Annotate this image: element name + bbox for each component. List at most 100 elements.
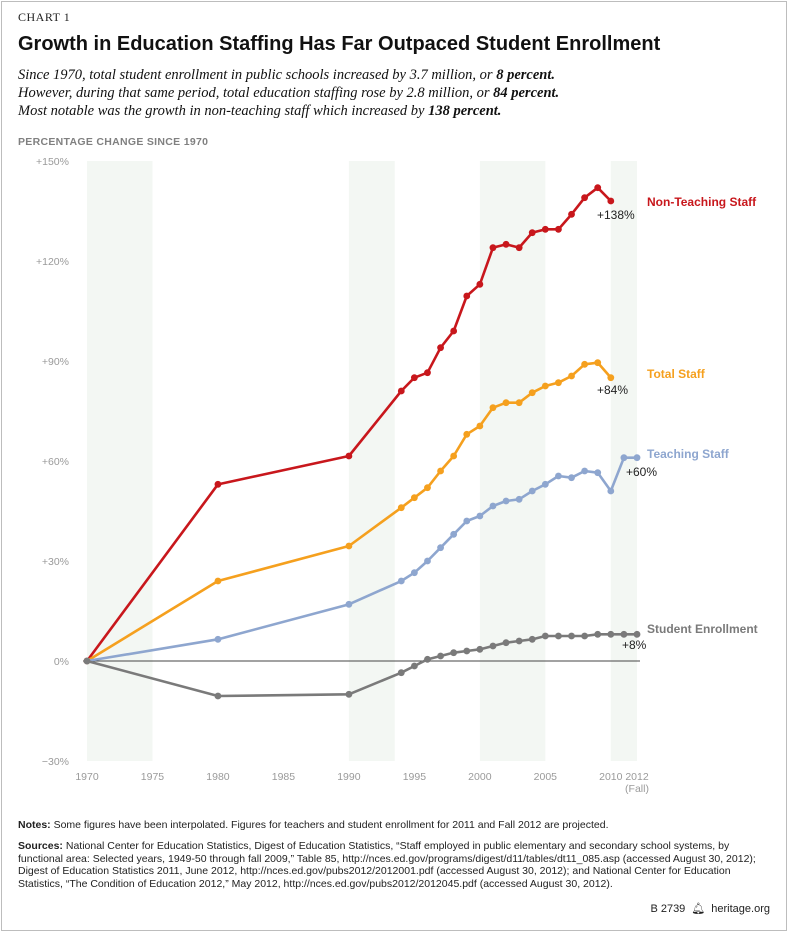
data-point (594, 184, 602, 192)
chart-kicker: CHART 1 (18, 10, 71, 24)
series-line (85, 633, 639, 698)
data-point (515, 637, 523, 645)
data-point (463, 647, 471, 655)
data-point (437, 344, 444, 352)
data-point (502, 399, 510, 407)
data-point (502, 240, 510, 248)
data-point (214, 480, 222, 488)
series-end-label: +138% (597, 208, 635, 222)
series-end-label: +8% (622, 638, 647, 652)
x-tick-label: 1995 (403, 771, 427, 783)
data-point (397, 577, 405, 585)
data-point (450, 452, 458, 460)
y-tick-label: +150% (36, 156, 69, 168)
series-end-label: +60% (626, 465, 657, 479)
data-point (424, 369, 431, 377)
y-tick-label: +90% (42, 356, 69, 368)
x-tick-label: 1980 (206, 771, 230, 783)
footer: B 2739 🔔︎ heritage.org (650, 902, 770, 916)
chart-title: Growth in Education Staffing Has Far Out… (18, 33, 661, 55)
x-tick-sublabel: (Fall) (625, 783, 649, 795)
data-point (397, 504, 405, 512)
data-point (515, 495, 523, 503)
subtitle-line3-text: Most notable was the growth in non-teach… (18, 103, 429, 119)
data-point (463, 517, 471, 525)
x-tick-label: 1970 (75, 771, 99, 783)
data-point (410, 662, 418, 670)
background-band (479, 161, 546, 761)
data-point (410, 494, 418, 502)
data-point (437, 467, 444, 475)
y-tick-label: +120% (36, 256, 69, 268)
data-point (555, 225, 562, 233)
data-point (489, 502, 497, 510)
x-tick-label: 2010 (599, 771, 623, 783)
data-point (489, 404, 497, 412)
data-point (581, 194, 589, 202)
series-name-label: Non-Teaching Staff (647, 195, 757, 209)
data-point (424, 484, 431, 492)
data-point (450, 649, 458, 657)
data-point (463, 430, 471, 438)
data-point (528, 635, 536, 643)
x-tick-label: 2005 (534, 771, 558, 783)
x-tick-label: 1990 (337, 771, 361, 783)
subtitle-line3-emphasis: 138 percent. (428, 103, 502, 119)
series-name-label: Teaching Staff (647, 447, 730, 461)
data-point (410, 374, 418, 382)
data-point (410, 569, 418, 577)
data-point (476, 280, 484, 288)
series-line (85, 456, 639, 663)
data-point (555, 632, 562, 640)
site-name: heritage.org (711, 902, 770, 915)
data-point (515, 399, 523, 407)
data-point (214, 635, 222, 643)
subtitle-line2-emphasis: 84 percent. (493, 85, 560, 101)
data-point (214, 692, 222, 700)
sources-text: National Center for Education Statistics… (18, 840, 756, 890)
data-point (463, 292, 471, 300)
data-point (528, 389, 536, 397)
data-point (620, 454, 628, 462)
subtitle-line1-text: Since 1970, total student enrollment in … (18, 67, 497, 83)
data-point (437, 544, 444, 552)
background-band (348, 161, 395, 761)
data-point (424, 655, 431, 663)
data-point (397, 387, 405, 395)
chart-notes: Notes: Some figures have been interpolat… (18, 819, 758, 832)
data-point (345, 600, 353, 608)
subtitle-line1-emphasis: 8 percent. (496, 67, 555, 83)
chart-sources: Sources: National Center for Education S… (18, 840, 758, 890)
data-point (594, 630, 602, 638)
data-point (83, 657, 91, 665)
data-point (345, 542, 353, 550)
data-point (633, 630, 641, 638)
y-tick-label: 0% (54, 656, 69, 668)
series-end-label: +84% (597, 383, 628, 397)
data-point (528, 229, 536, 237)
data-point (397, 669, 405, 677)
data-point (541, 632, 549, 640)
data-point (581, 632, 589, 640)
data-point (581, 360, 589, 368)
series-name-label: Total Staff (647, 367, 706, 381)
data-point (607, 374, 615, 382)
data-point (450, 327, 458, 335)
data-point (568, 372, 575, 380)
data-point (476, 422, 484, 430)
data-point (476, 512, 484, 520)
y-axis-label: PERCENTAGE CHANGE SINCE 1970 (18, 136, 209, 148)
liberty-bell-icon: 🔔︎ (691, 903, 706, 915)
data-point (515, 244, 523, 252)
report-code: B 2739 (650, 902, 686, 915)
data-point (489, 244, 497, 252)
y-tick-label: +30% (42, 556, 69, 568)
x-tick-label: 1975 (141, 771, 165, 783)
data-point (555, 472, 562, 480)
data-point (541, 382, 549, 390)
data-point (528, 487, 536, 495)
data-point (214, 577, 222, 585)
data-point (568, 632, 575, 640)
notes-text: Some figures have been interpolated. Fig… (50, 819, 609, 831)
